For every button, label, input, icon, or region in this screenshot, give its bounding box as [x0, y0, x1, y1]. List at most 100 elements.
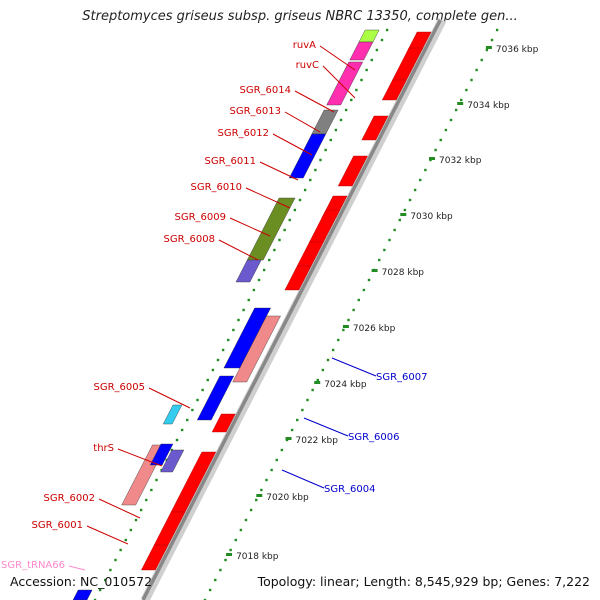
leader-line [281, 469, 325, 489]
gene-label-left[interactable]: SGR_tRNA66 [1, 560, 65, 571]
ruler-dot [260, 488, 263, 492]
ruler-dot-inner [93, 598, 97, 600]
gene-label-left[interactable]: SGR_6008 [164, 234, 216, 245]
gene-label-left[interactable]: SGR_6013 [230, 106, 282, 117]
scale-tick [285, 437, 292, 440]
gene-label-left[interactable]: thrS [93, 443, 114, 454]
gene-pink-a[interactable] [349, 41, 374, 61]
ruler-dot-inner [252, 288, 256, 292]
ruler-dot [203, 598, 207, 600]
ruler-dot-inner [145, 498, 148, 502]
ruler-dot-inner [344, 108, 348, 112]
leader-line [259, 161, 299, 181]
gene-slate-6004[interactable] [160, 449, 185, 473]
ruler-dot [280, 448, 284, 452]
ruler-dot-inner [227, 338, 230, 342]
scale-tick [429, 157, 436, 160]
leader-line [319, 45, 356, 71]
cds-forward-8[interactable] [284, 265, 312, 291]
scale-tick [342, 325, 349, 328]
ruler-dot-inner [309, 178, 312, 182]
gene-label-left[interactable]: SGR_6001 [32, 520, 84, 531]
gene-label-left[interactable]: SGR_6014 [240, 85, 292, 96]
ruler-dot [316, 378, 319, 382]
ruler-dot-inner [216, 358, 220, 362]
gene-label-left[interactable]: SGR_6010 [191, 182, 243, 193]
ruler-dot [449, 118, 453, 122]
ruler-dot-inner [124, 538, 127, 542]
leader-line [98, 498, 141, 519]
gene-label-right[interactable]: SGR_6007 [376, 372, 428, 383]
gene-label-left[interactable]: SGR_6012 [218, 128, 270, 139]
scale-label: 7032 kbp [439, 156, 482, 166]
ruler-dot-inner [155, 478, 158, 482]
ruler-dot [255, 498, 258, 502]
ruler-dot [403, 208, 407, 212]
ruler-dot [311, 388, 314, 392]
ruler-dot [444, 128, 448, 132]
ruler-dot [265, 478, 268, 482]
scale-label: 7022 kbp [296, 436, 339, 446]
gene-gray[interactable] [311, 109, 339, 135]
gene-blue-bottom[interactable] [72, 589, 93, 600]
gene-blue-a[interactable] [288, 133, 327, 179]
leader-line [272, 133, 313, 156]
ruler-dot [480, 58, 483, 62]
ruler-dot [419, 178, 422, 182]
scale-label: 7030 kbp [410, 212, 453, 222]
ruler-dot-inner [339, 118, 343, 122]
gene-blue-6004a[interactable] [149, 443, 174, 466]
ruler-dot-inner [114, 558, 117, 562]
leader-line [218, 239, 259, 261]
ruler-dot-inner [206, 378, 209, 382]
gene-label-left[interactable]: SGR_6002 [44, 493, 96, 504]
leader-line [245, 187, 291, 209]
cds-forward-12[interactable] [141, 544, 169, 571]
accession-label: Accession: NC_010572 [10, 574, 153, 589]
gene-label-right[interactable]: SGR_6006 [348, 432, 400, 443]
cds-forward-2[interactable] [381, 79, 407, 101]
gene-olive[interactable] [246, 197, 296, 261]
ruler-dot-inner [375, 48, 379, 52]
backbone-shadow [140, 17, 447, 600]
gene-label-right[interactable]: SGR_6004 [324, 484, 376, 495]
ruler-dot [331, 348, 335, 352]
gene-lime[interactable] [358, 29, 380, 43]
leader-line [68, 565, 86, 571]
ruler-dot [454, 108, 458, 112]
ruler-dot-inner [360, 78, 363, 82]
leader-line [294, 90, 335, 113]
ruler-dot-inner [257, 278, 261, 282]
ruler-dot-inner [104, 578, 107, 582]
gene-salmon-6007[interactable] [232, 315, 281, 383]
cds-forward-4[interactable] [337, 155, 368, 187]
leader-line [117, 448, 163, 467]
ruler-dot-inner [268, 258, 271, 262]
ruler-dot-inner [365, 68, 368, 72]
ruler-dot-inner [129, 528, 133, 532]
ruler-dot [490, 38, 494, 42]
gene-cyan[interactable] [162, 404, 183, 425]
ruler-dot [296, 418, 299, 422]
map-title: Streptomyces griseus subsp. griseus NBRC… [82, 9, 518, 24]
ruler-dot [470, 78, 473, 82]
scale-label: 7028 kbp [382, 268, 425, 278]
gene-label-left[interactable]: SGR_6005 [94, 382, 146, 393]
gene-slate[interactable] [235, 259, 262, 283]
gene-label-left[interactable]: SGR_6011 [205, 156, 257, 167]
gene-label-left[interactable]: SGR_6009 [175, 212, 227, 223]
scale-label: 7036 kbp [496, 45, 539, 55]
ruler-dot [219, 568, 222, 572]
cds-forward-3[interactable] [361, 115, 389, 141]
ruler-dot [460, 98, 463, 102]
ruler-dot-inner [211, 368, 215, 372]
backbone-line [141, 19, 442, 600]
cds-forward-9[interactable] [211, 413, 236, 433]
gene-label-left[interactable]: ruvC [296, 60, 319, 71]
gene-blue-6006[interactable] [196, 375, 235, 421]
scale-tick [485, 46, 492, 49]
gene-label-left[interactable]: ruvA [293, 40, 316, 51]
gene-pink-b[interactable] [326, 61, 364, 106]
ruler-dot [326, 358, 330, 362]
